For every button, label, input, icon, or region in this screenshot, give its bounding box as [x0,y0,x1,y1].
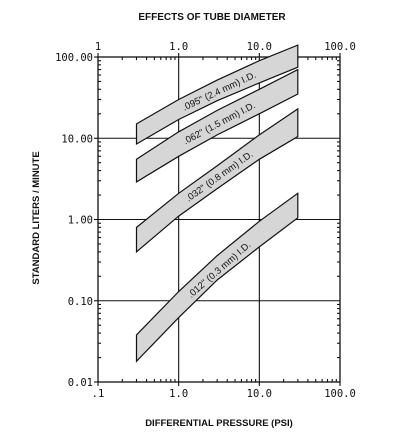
y-tick-label: 1.00 [68,215,93,227]
y-tick-label: 100.00 [55,52,93,64]
chart-title: EFFECTS OF TUBE DIAMETER [138,12,286,23]
x-tick-label: .1 [92,388,105,400]
series-label-3: .032" (0.8 mm) I.D. [184,149,255,204]
series-label-4: .012" (0.3 mm) I.D. [186,240,253,301]
x-axis-title: DIFFERENTIAL PRESSURE (PSI) [145,418,293,429]
series-band-2 [135,68,299,183]
x-tick-label: 1.0 [169,388,188,400]
series-band-1 [135,44,299,146]
y-tick-label: 0.10 [68,296,93,308]
x-top-tick-label: 10.0 [247,41,272,53]
y-tick-label: 0.01 [68,377,93,389]
series-band-3 [135,107,299,254]
series-layer: .095" (2.4 mm) I.D..062" (1.5 mm) I.D..0… [135,44,299,363]
x-tick-label: 10.0 [247,388,272,400]
grid-layer [94,53,341,386]
x-tick-label: 100.0 [324,388,356,400]
series-band-4 [135,192,299,363]
y-tick-label: 10.00 [61,133,93,145]
x-top-tick-label: 1 [95,41,101,53]
y-axis-title: STANDARD LITERS / MINUTE [31,151,42,284]
tick-layer: .1 1.0 10.0 100.0 1 1.0 10.0 100.0 0.01 0.10 1.00 1… [55,41,356,400]
x-top-tick-label: 1.0 [169,41,188,53]
x-top-tick-label: 100.0 [324,41,356,53]
